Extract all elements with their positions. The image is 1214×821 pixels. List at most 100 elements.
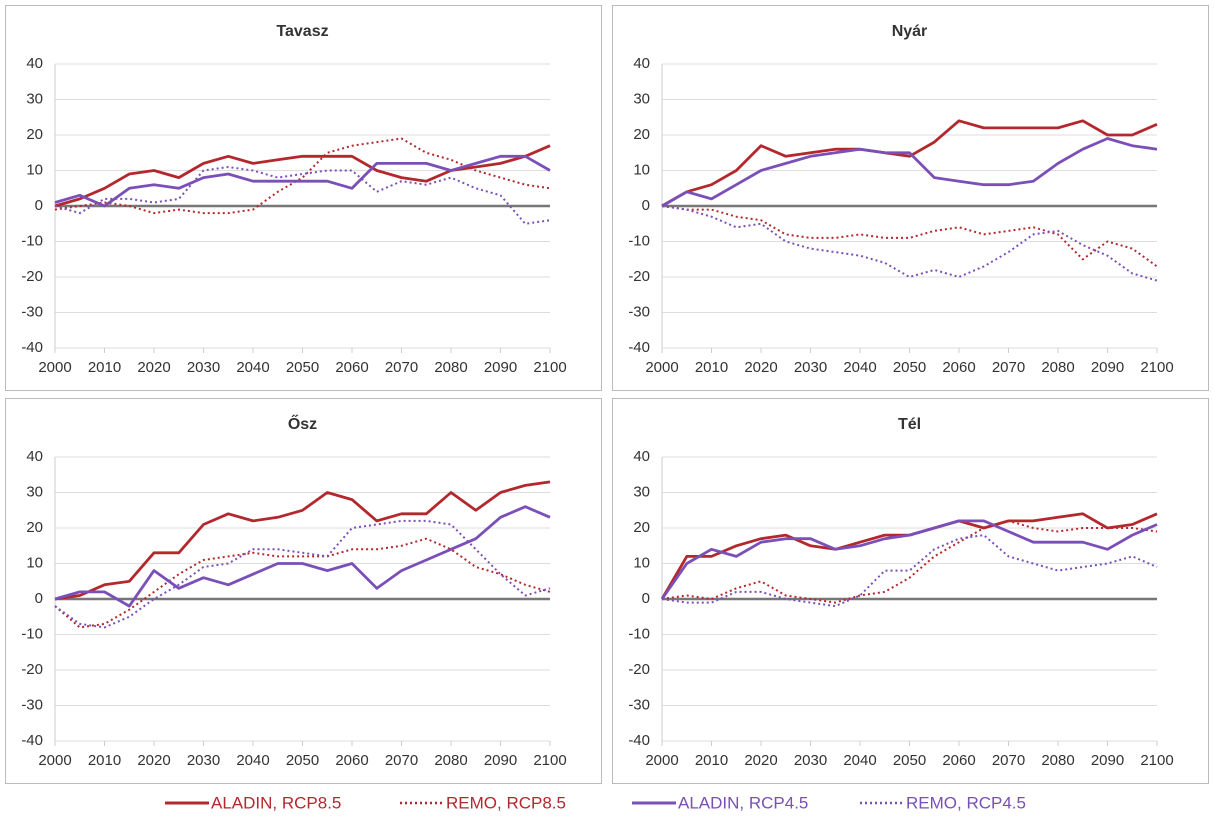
x-tick-label: 2030 bbox=[187, 359, 220, 376]
chart-title: Tavasz bbox=[276, 23, 328, 40]
x-tick-label: 2060 bbox=[335, 752, 368, 769]
x-tick-label: 2090 bbox=[1091, 752, 1124, 769]
x-tick-label: 2090 bbox=[1091, 359, 1124, 376]
series-line bbox=[661, 205, 1158, 282]
series-line bbox=[54, 480, 551, 601]
x-tick-label: 2000 bbox=[645, 359, 678, 376]
x-tick-label: 2100 bbox=[533, 752, 566, 769]
y-tick-label: -20 bbox=[21, 268, 43, 285]
legend-label: REMO, RCP8.5 bbox=[446, 793, 566, 812]
x-tick-label: 2010 bbox=[695, 752, 728, 769]
series-line bbox=[661, 119, 1158, 208]
y-tick-label: -40 bbox=[628, 732, 650, 749]
y-tick-label: 0 bbox=[35, 197, 43, 214]
panel-border bbox=[612, 5, 1209, 391]
series-line bbox=[54, 154, 551, 208]
x-tick-label: 2100 bbox=[1140, 359, 1173, 376]
legend-label: REMO, RCP4.5 bbox=[906, 793, 1026, 812]
x-tick-label: 2070 bbox=[992, 359, 1025, 376]
x-tick-label: 2080 bbox=[434, 752, 467, 769]
y-tick-label: 20 bbox=[26, 519, 43, 536]
y-tick-label: 40 bbox=[26, 448, 43, 465]
x-tick-label: 2060 bbox=[335, 359, 368, 376]
x-tick-label: 2080 bbox=[434, 359, 467, 376]
series-line bbox=[54, 144, 551, 208]
y-tick-label: 0 bbox=[642, 197, 650, 214]
y-tick-label: 30 bbox=[633, 483, 650, 500]
x-tick-label: 2010 bbox=[88, 752, 121, 769]
y-tick-label: 20 bbox=[26, 126, 43, 143]
y-tick-label: 40 bbox=[26, 55, 43, 72]
series-line bbox=[660, 519, 1158, 600]
x-tick-label: 2000 bbox=[645, 752, 678, 769]
series-line bbox=[661, 519, 1158, 604]
y-tick-label: -10 bbox=[21, 625, 43, 642]
x-tick-label: 2100 bbox=[533, 359, 566, 376]
x-tick-label: 2030 bbox=[187, 752, 220, 769]
x-tick-label: 2040 bbox=[236, 752, 269, 769]
x-tick-label: 2020 bbox=[744, 752, 777, 769]
y-tick-label: 10 bbox=[26, 554, 43, 571]
x-tick-label: 2020 bbox=[137, 752, 170, 769]
y-tick-label: 20 bbox=[633, 126, 650, 143]
x-tick-label: 2030 bbox=[794, 359, 827, 376]
x-tick-label: 2050 bbox=[286, 752, 319, 769]
x-tick-label: 2030 bbox=[794, 752, 827, 769]
panel-border bbox=[5, 5, 602, 391]
series-line bbox=[661, 137, 1158, 208]
x-tick-label: 2050 bbox=[286, 359, 319, 376]
x-tick-label: 2020 bbox=[137, 359, 170, 376]
x-tick-label: 2050 bbox=[893, 359, 926, 376]
y-tick-label: -30 bbox=[21, 303, 43, 320]
y-tick-label: -20 bbox=[21, 661, 43, 678]
panel-border bbox=[612, 398, 1209, 784]
y-tick-label: 10 bbox=[633, 554, 650, 571]
y-tick-label: -30 bbox=[628, 696, 650, 713]
y-tick-label: -20 bbox=[628, 661, 650, 678]
x-tick-label: 2080 bbox=[1041, 359, 1074, 376]
x-tick-label: 2020 bbox=[744, 359, 777, 376]
y-tick-label: 30 bbox=[26, 90, 43, 107]
y-tick-label: 40 bbox=[633, 55, 650, 72]
y-tick-label: 30 bbox=[633, 90, 650, 107]
x-tick-label: 2040 bbox=[843, 359, 876, 376]
y-tick-label: -40 bbox=[21, 339, 43, 356]
chart-title: Tél bbox=[898, 416, 921, 433]
x-tick-label: 2010 bbox=[695, 359, 728, 376]
y-tick-label: 10 bbox=[26, 161, 43, 178]
y-tick-label: -10 bbox=[628, 625, 650, 642]
x-tick-label: 2060 bbox=[942, 752, 975, 769]
y-tick-label: 0 bbox=[35, 590, 43, 607]
x-tick-label: 2090 bbox=[484, 752, 517, 769]
y-tick-label: -20 bbox=[628, 268, 650, 285]
y-tick-label: 30 bbox=[26, 483, 43, 500]
y-tick-label: -30 bbox=[628, 303, 650, 320]
y-tick-label: 40 bbox=[633, 448, 650, 465]
y-tick-label: -10 bbox=[628, 232, 650, 249]
x-tick-label: 2070 bbox=[385, 359, 418, 376]
legend-label: ALADIN, RCP4.5 bbox=[678, 793, 808, 812]
x-tick-label: 2040 bbox=[843, 752, 876, 769]
chart-title: Nyár bbox=[892, 23, 928, 40]
x-tick-label: 2090 bbox=[484, 359, 517, 376]
x-tick-label: 2010 bbox=[88, 359, 121, 376]
y-tick-label: -40 bbox=[21, 732, 43, 749]
series-line bbox=[54, 537, 551, 629]
x-tick-label: 2050 bbox=[893, 752, 926, 769]
x-tick-label: 2070 bbox=[385, 752, 418, 769]
chart-title: Ősz bbox=[288, 414, 317, 433]
y-tick-label: 10 bbox=[633, 161, 650, 178]
x-tick-label: 2100 bbox=[1140, 752, 1173, 769]
x-tick-label: 2070 bbox=[992, 752, 1025, 769]
x-tick-label: 2040 bbox=[236, 359, 269, 376]
series-line bbox=[54, 166, 551, 225]
x-tick-label: 2000 bbox=[38, 752, 71, 769]
y-tick-label: -40 bbox=[628, 339, 650, 356]
series-line bbox=[54, 519, 551, 629]
x-tick-label: 2080 bbox=[1041, 752, 1074, 769]
